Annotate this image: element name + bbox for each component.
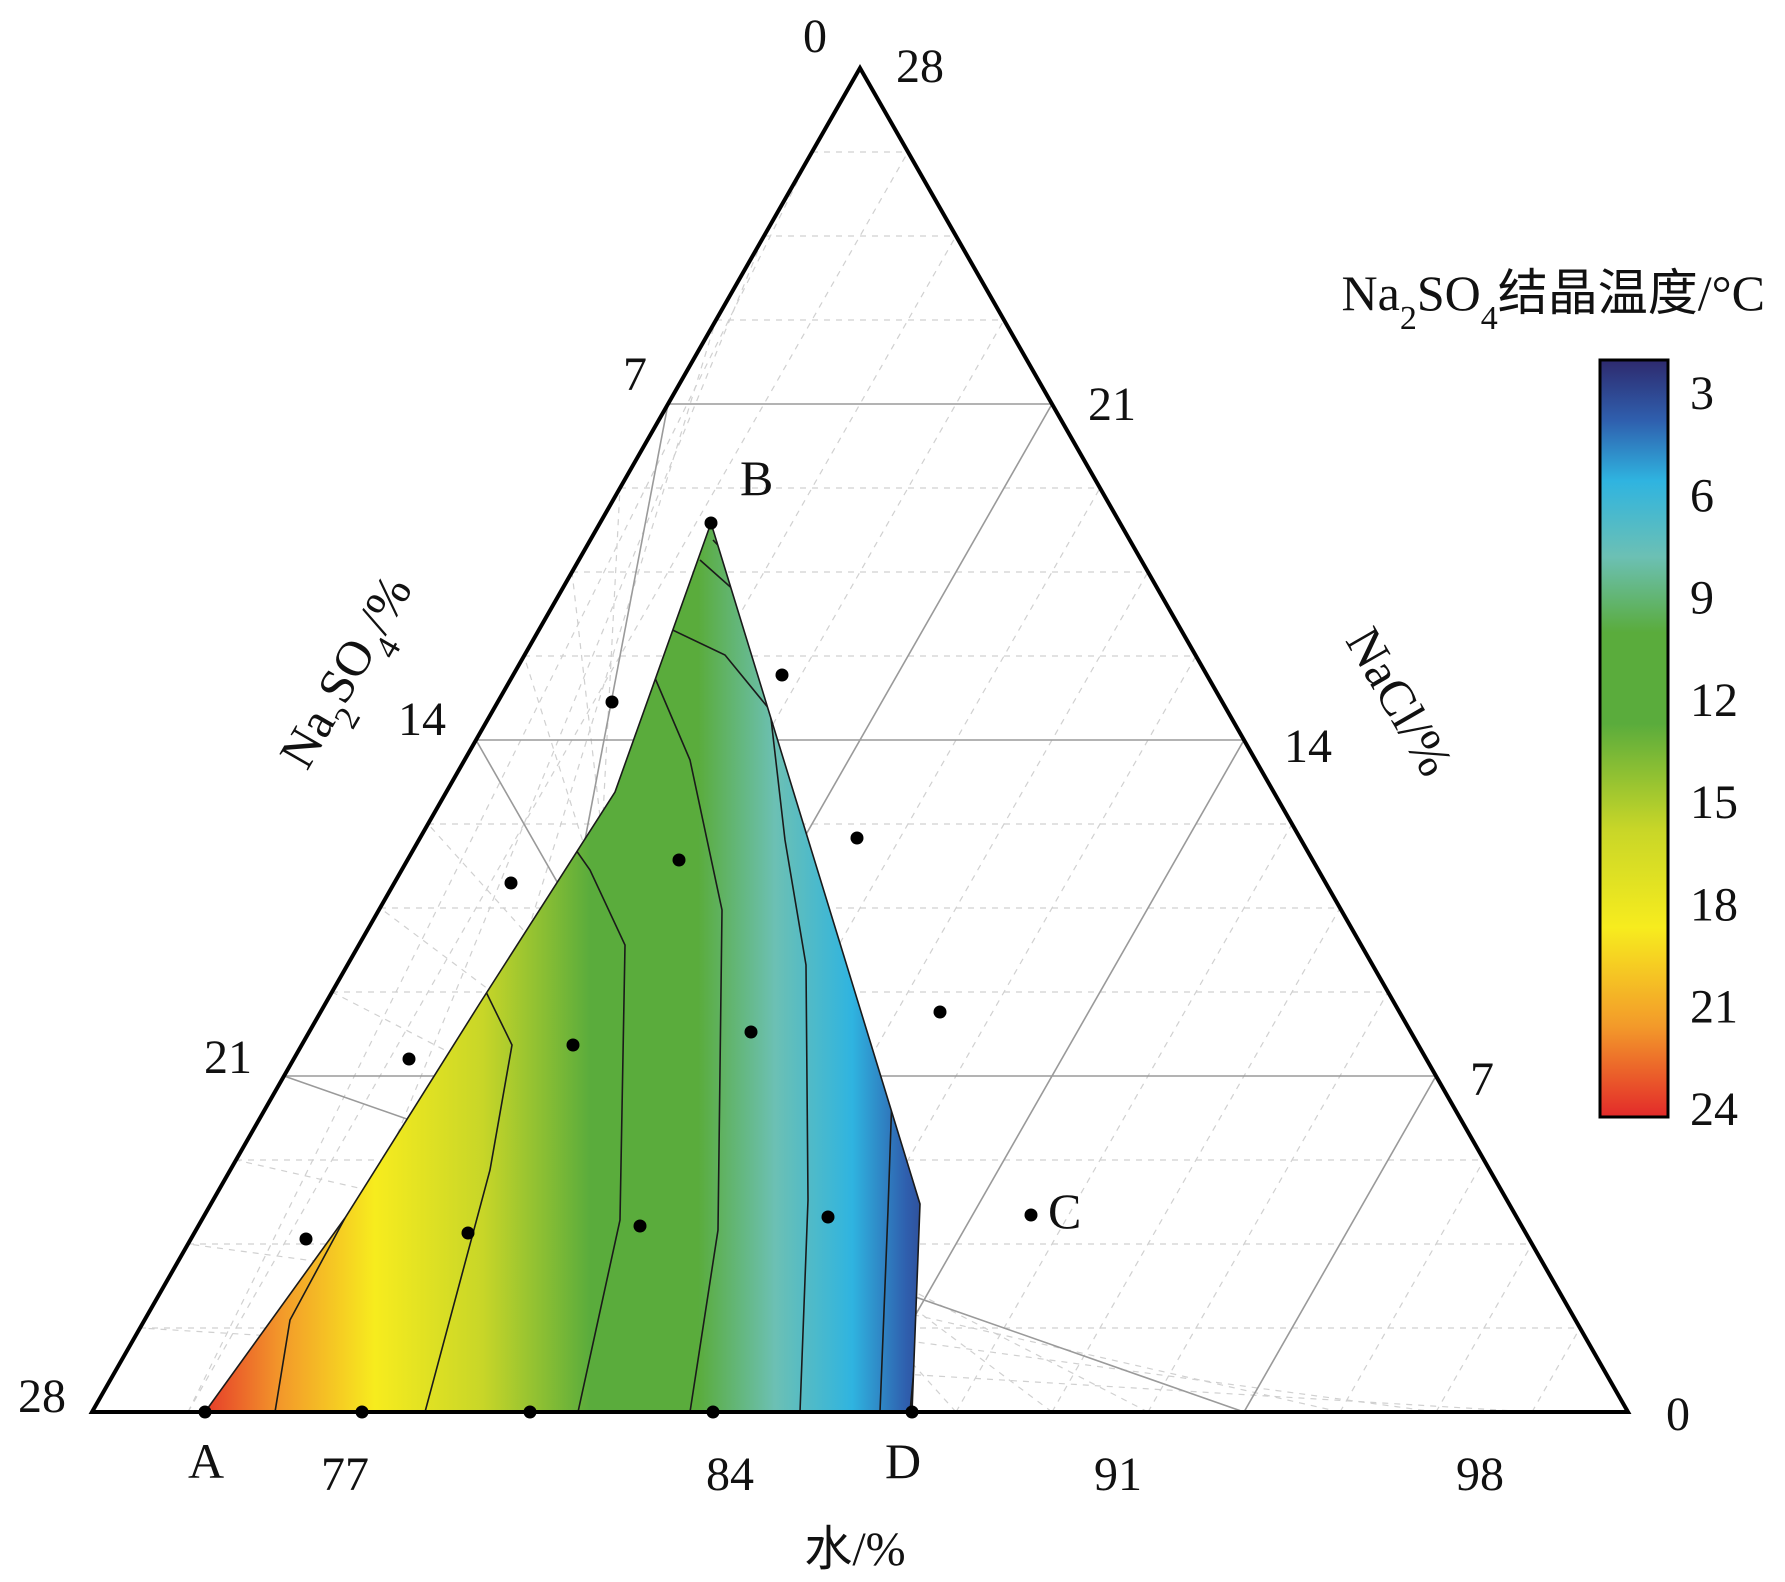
sample-point (821, 1210, 835, 1224)
right-tick: 0 (1666, 1388, 1690, 1441)
colorbar-tick-label: 9 (1690, 572, 1714, 625)
contour-region (203, 520, 921, 1413)
bottom-tick: 98 (1456, 1448, 1504, 1501)
sample-point (933, 1005, 947, 1019)
sample-point (523, 1405, 537, 1419)
colorbar-tick-label: 18 (1690, 878, 1738, 931)
sample-points (198, 516, 1038, 1419)
left-tick: 7 (623, 348, 647, 401)
grid-line (571, 487, 621, 1413)
bottom-tick: 84 (706, 1448, 754, 1501)
grid-line (955, 823, 1293, 1413)
right-tick: 7 (1470, 1053, 1494, 1106)
grid-line (1339, 1159, 1485, 1413)
bottom-axis-label: 水/% (804, 1523, 905, 1576)
sample-point (775, 668, 789, 682)
colorbar-tick-label: 15 (1690, 776, 1738, 829)
colorbar-tick-label: 21 (1690, 981, 1738, 1034)
contour-line-21 (274, 1217, 346, 1412)
colorbar: Na2SO4结晶温度/°C 3 6 9 12 15 18 21 24 (1342, 265, 1765, 1136)
contour-line-9 (661, 624, 809, 1412)
grid-line (283, 235, 765, 1413)
vertex-label-d: D (885, 1433, 921, 1489)
sample-point (299, 1232, 313, 1246)
left-tick: 0 (803, 10, 827, 63)
sample-point (633, 1219, 647, 1233)
sample-point (850, 831, 864, 845)
sample-point (402, 1052, 416, 1066)
sample-point (706, 1405, 720, 1419)
vertex-label-b: B (740, 450, 773, 506)
vertex-label-c: C (1048, 1183, 1081, 1239)
grid-line (1147, 991, 1389, 1413)
grid-line (187, 151, 909, 1413)
right-axis-label: NaCl/% (1335, 618, 1464, 786)
sample-point (198, 1405, 212, 1419)
colorbar-tick-label: 12 (1690, 674, 1738, 727)
sample-point (461, 1226, 475, 1240)
region-outline (203, 520, 921, 1413)
sample-point (566, 1038, 580, 1052)
colorbar-gradient (1598, 358, 1670, 1119)
grid-line (1531, 1327, 1581, 1413)
bottom-tick: 91 (1094, 1448, 1142, 1501)
sample-point (1024, 1208, 1038, 1222)
sample-point (744, 1025, 758, 1039)
contour-fill (205, 523, 920, 1412)
left-tick: 21 (204, 1031, 252, 1084)
right-tick: 21 (1088, 378, 1136, 431)
grid-line (1243, 1075, 1437, 1413)
sample-point (355, 1405, 369, 1419)
right-tick: 14 (1284, 720, 1332, 773)
vertex-label-a: A (188, 1433, 224, 1489)
colorbar-tick-label: 3 (1690, 367, 1714, 420)
colorbar-ticks: 3 6 9 12 15 18 21 24 (1690, 367, 1738, 1136)
colorbar-tick-label: 6 (1690, 469, 1714, 522)
ternary-frame (88, 63, 1632, 1414)
grid-line (379, 319, 717, 1413)
colorbar-title: Na2SO4结晶温度/°C (1342, 265, 1765, 337)
left-tick: 14 (398, 693, 446, 746)
sample-point (905, 1405, 919, 1419)
contour-line-18 (424, 954, 513, 1412)
bottom-tick: 77 (321, 1448, 369, 1501)
sample-point (704, 516, 718, 530)
left-tick: 28 (18, 1370, 66, 1423)
right-tick: 28 (896, 40, 944, 93)
sample-point (504, 876, 518, 890)
sample-point (672, 853, 686, 867)
left-axis-label: Na2SO4/% (268, 566, 436, 785)
colorbar-tick-label: 24 (1690, 1083, 1738, 1136)
sample-point (605, 695, 619, 709)
